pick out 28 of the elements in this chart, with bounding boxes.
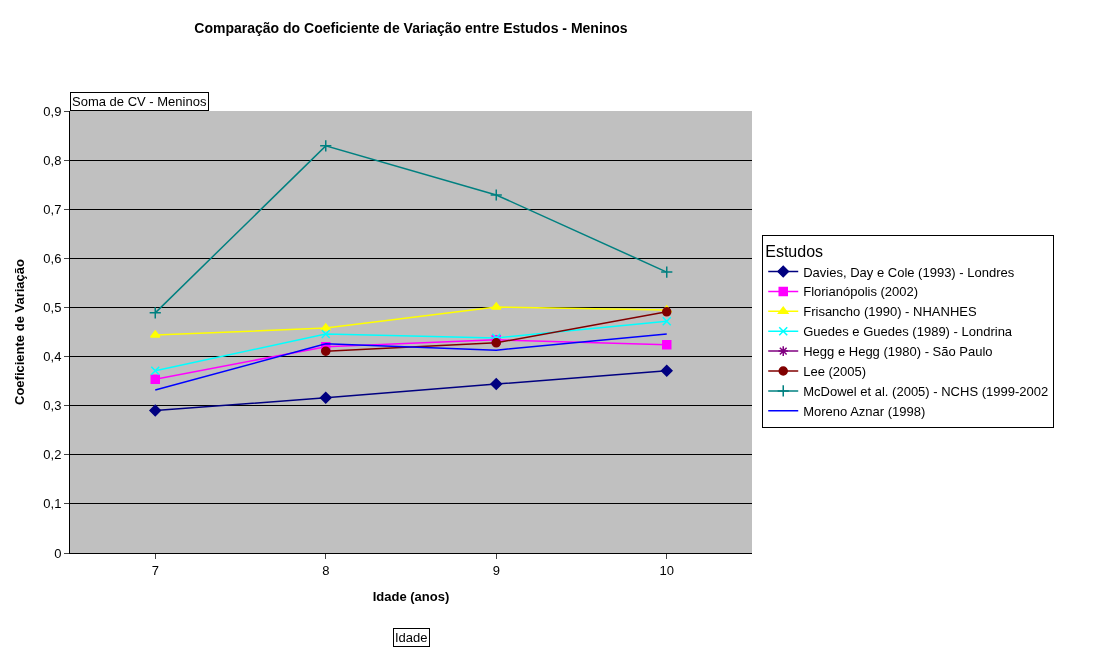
y-tick-label: 0,6	[43, 250, 62, 266]
legend-label: McDowel et al. (2005) - NCHS (1999-2002	[803, 383, 1049, 399]
legend-label: Frisancho (1990) - NHANHES	[803, 304, 977, 320]
legend-label: Moreno Aznar (1998)	[803, 403, 926, 419]
y-tick-label: 0,1	[43, 496, 62, 512]
x-tick-label: 8	[322, 562, 330, 578]
chart-title: Comparação do Coeficiente de Variação entre Estudos - Meninos	[194, 19, 628, 36]
legend-label: Hegg e Hegg (1980) - São Paulo	[803, 344, 993, 360]
y-axis-title: Coeficiente de Variação	[12, 258, 28, 405]
legend-title: Estudos	[765, 242, 824, 260]
text: Soma de CV - Meninos	[72, 94, 207, 109]
x-tick-label: 10	[659, 562, 674, 578]
y-tick-label: 0,2	[43, 447, 62, 463]
y-tick-label: 0,9	[43, 103, 62, 119]
x-tick-label: 9	[492, 562, 500, 578]
y-tick-label: 0,7	[43, 201, 62, 217]
legend-label: Guedes e Guedes (1989) - Londrina	[803, 324, 1013, 340]
legend-label: Davies, Day e Cole (1993) - Londres	[803, 264, 1015, 280]
y-tick-label: 0	[54, 545, 62, 561]
legend-label: Florianópolis (2002)	[803, 284, 919, 300]
x-axis-title: Idade (anos)	[372, 589, 450, 605]
y-tick-label: 0,3	[43, 398, 62, 414]
y-tick-label: 0,8	[43, 152, 62, 168]
y-tick-label: 0,5	[43, 299, 62, 315]
y-tick-label: 0,4	[43, 349, 62, 365]
legend-label: Lee (2005)	[803, 364, 867, 380]
x-tick-label: 7	[151, 562, 159, 578]
text: Idade	[395, 630, 428, 645]
